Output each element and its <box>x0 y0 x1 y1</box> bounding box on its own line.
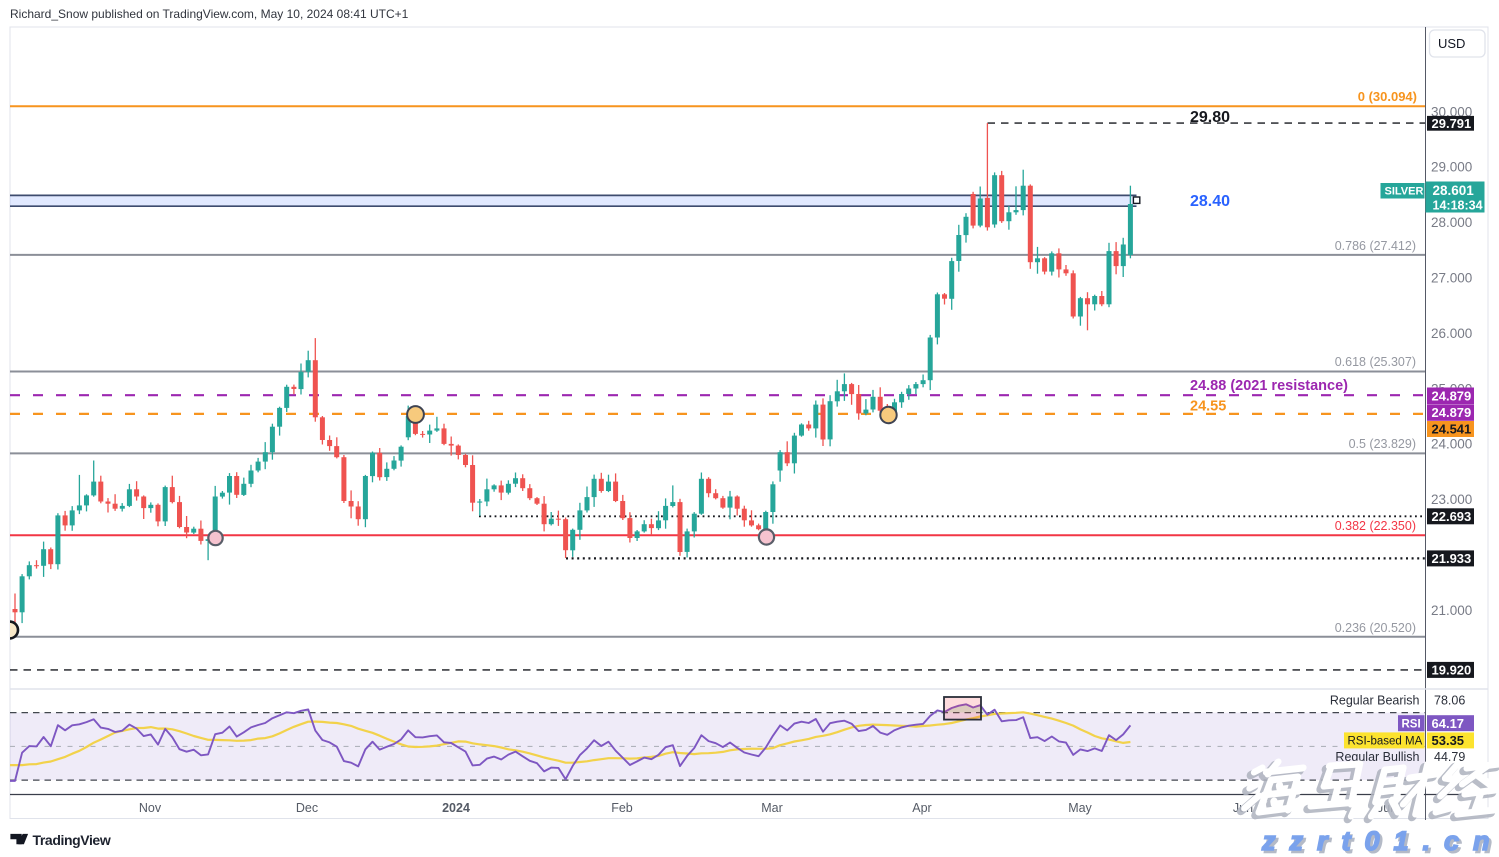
svg-text:23.000: 23.000 <box>1431 492 1472 507</box>
svg-text:24.879: 24.879 <box>1432 388 1472 403</box>
svg-text:24.541: 24.541 <box>1432 422 1472 437</box>
svg-text:30.000: 30.000 <box>1431 104 1472 119</box>
svg-text:24.88 (2021 resistance): 24.88 (2021 resistance) <box>1190 378 1348 394</box>
svg-text:TradingView: TradingView <box>33 832 111 848</box>
svg-text:24.000: 24.000 <box>1431 437 1472 452</box>
svg-text:44.79: 44.79 <box>1434 750 1465 764</box>
svg-text:0.236 (20.520): 0.236 (20.520) <box>1335 621 1416 635</box>
svg-text:Regular Bullish: Regular Bullish <box>1335 750 1419 764</box>
svg-text:19.920: 19.920 <box>1432 663 1472 678</box>
svg-text:24.55: 24.55 <box>1190 399 1226 415</box>
svg-text:78.06: 78.06 <box>1434 694 1465 708</box>
svg-text:zzrt01.cn: zzrt01.cn <box>1264 829 1499 857</box>
svg-text:28.000: 28.000 <box>1431 215 1472 230</box>
svg-text:Richard_Snow published on Trad: Richard_Snow published on TradingView.co… <box>10 7 409 21</box>
svg-text:22.693: 22.693 <box>1432 509 1472 524</box>
svg-text:29.791: 29.791 <box>1432 116 1472 131</box>
svg-text:29.000: 29.000 <box>1431 160 1472 175</box>
svg-text:28.601: 28.601 <box>1433 183 1475 198</box>
svg-text:0 (30.094): 0 (30.094) <box>1358 89 1417 104</box>
svg-text:USD: USD <box>1438 36 1465 51</box>
svg-text:64.17: 64.17 <box>1432 716 1465 731</box>
svg-text:Feb: Feb <box>611 801 633 815</box>
svg-text:28.40: 28.40 <box>1190 193 1230 210</box>
svg-text:Apr: Apr <box>912 801 931 815</box>
svg-text:53.35: 53.35 <box>1432 733 1465 748</box>
svg-text:21.000: 21.000 <box>1431 603 1472 618</box>
svg-text:0.618 (25.307): 0.618 (25.307) <box>1335 355 1416 369</box>
svg-text:21.933: 21.933 <box>1432 551 1472 566</box>
svg-text:27.000: 27.000 <box>1431 271 1472 286</box>
svg-text:24.879: 24.879 <box>1432 405 1472 420</box>
svg-text:RSI-based MA: RSI-based MA <box>1348 736 1423 748</box>
svg-text:zzrt01.cn: zzrt01.cn <box>1261 826 1499 856</box>
svg-text:Mar: Mar <box>761 801 783 815</box>
svg-text:0.382 (22.350): 0.382 (22.350) <box>1335 519 1416 533</box>
svg-text:Nov: Nov <box>139 801 162 815</box>
svg-text:0.786 (27.412): 0.786 (27.412) <box>1335 239 1416 253</box>
svg-text:26.000: 26.000 <box>1431 326 1472 341</box>
svg-text:29.80: 29.80 <box>1190 109 1230 126</box>
svg-text:Regular Bearish: Regular Bearish <box>1330 694 1420 708</box>
svg-text:May: May <box>1068 801 1092 815</box>
svg-text:0.5 (23.829): 0.5 (23.829) <box>1349 437 1416 451</box>
svg-text:2024: 2024 <box>442 801 470 815</box>
svg-text:14:18:34: 14:18:34 <box>1433 199 1483 213</box>
svg-text:RSI: RSI <box>1402 718 1421 730</box>
svg-text:Dec: Dec <box>296 801 318 815</box>
svg-text:SILVER: SILVER <box>1385 186 1424 198</box>
